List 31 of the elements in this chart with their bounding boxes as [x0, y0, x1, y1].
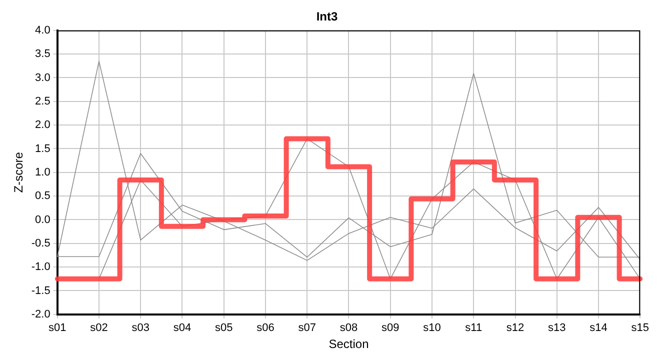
x-tick-label: s01 — [48, 322, 66, 334]
x-tick-label: s06 — [256, 322, 274, 334]
y-tick-label: 3.0 — [35, 72, 50, 84]
y-tick-label: 2.0 — [35, 119, 50, 132]
x-tick-label: s02 — [90, 322, 108, 334]
x-tick-label: s14 — [590, 322, 608, 334]
x-tick-label: s03 — [132, 322, 150, 334]
x-tick-label: s04 — [173, 322, 192, 334]
y-tick-label: 2.5 — [35, 95, 50, 108]
x-tick-label: s13 — [548, 322, 566, 334]
x-axis-title: Section — [328, 337, 369, 352]
x-tick-label: s05 — [214, 322, 233, 334]
x-tick-label: s15 — [631, 322, 650, 334]
y-tick-label: -0.5 — [31, 237, 50, 250]
y-tick-label: 4.0 — [35, 24, 50, 36]
y-tick-label: -1.5 — [31, 284, 50, 297]
y-tick-label: 1.0 — [35, 166, 50, 178]
x-tick-label: s12 — [506, 322, 524, 334]
y-tick-label: -2.0 — [31, 308, 50, 320]
y-tick-label: 3.5 — [35, 48, 50, 60]
y-tick-label: -1.0 — [31, 261, 50, 274]
x-tick-label: s07 — [298, 322, 316, 334]
x-tick-label: s10 — [423, 322, 441, 334]
x-tick-label: s09 — [381, 322, 400, 334]
y-axis-title: Z-score — [12, 152, 26, 193]
x-tick-label: s11 — [465, 322, 482, 334]
chart-title: Int3 — [316, 10, 338, 24]
y-tick-label: 0.0 — [35, 214, 50, 226]
x-tick-label: s08 — [340, 322, 358, 334]
y-tick-label: 1.5 — [35, 142, 50, 155]
y-tick-label: 0.5 — [35, 190, 50, 202]
